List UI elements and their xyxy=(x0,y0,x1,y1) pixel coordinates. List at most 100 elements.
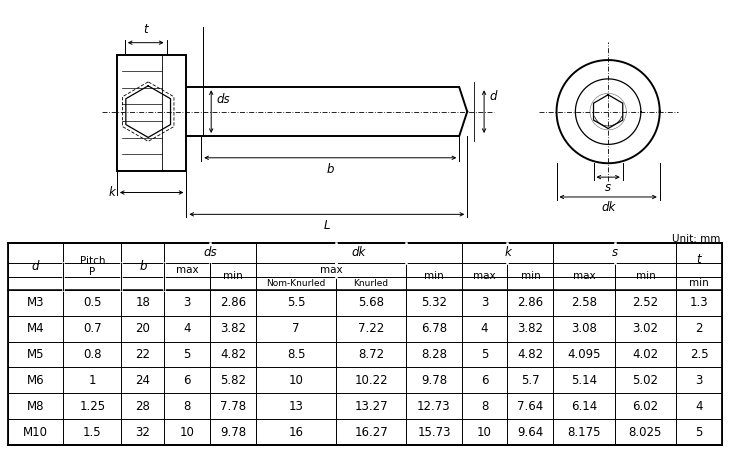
Text: 4.82: 4.82 xyxy=(518,348,544,361)
Text: Unit: mm: Unit: mm xyxy=(672,234,720,244)
Text: M6: M6 xyxy=(27,374,45,387)
Text: 2: 2 xyxy=(695,322,703,335)
Text: k: k xyxy=(108,186,116,199)
Text: 3.02: 3.02 xyxy=(632,322,658,335)
Text: 5: 5 xyxy=(695,425,703,439)
Text: 3.82: 3.82 xyxy=(220,322,246,335)
Text: 8.175: 8.175 xyxy=(567,425,601,439)
Text: 4: 4 xyxy=(184,322,191,335)
Text: ds: ds xyxy=(216,93,230,106)
Text: 5.7: 5.7 xyxy=(521,374,539,387)
Text: 1: 1 xyxy=(89,374,96,387)
Text: 1.3: 1.3 xyxy=(690,296,709,309)
Text: ds: ds xyxy=(203,246,217,259)
Text: max: max xyxy=(573,271,595,281)
Text: min: min xyxy=(635,271,655,281)
Text: 12.73: 12.73 xyxy=(417,400,451,413)
Text: 9.78: 9.78 xyxy=(220,425,246,439)
Text: 10: 10 xyxy=(477,425,492,439)
Text: 2.86: 2.86 xyxy=(518,296,544,309)
Text: M8: M8 xyxy=(27,400,45,413)
Text: L: L xyxy=(324,219,330,232)
Text: d: d xyxy=(489,90,496,103)
Text: 10.22: 10.22 xyxy=(354,374,388,387)
Text: 0.7: 0.7 xyxy=(83,322,102,335)
Text: s: s xyxy=(612,246,618,259)
Text: 4: 4 xyxy=(481,322,488,335)
Text: 6: 6 xyxy=(481,374,488,387)
Text: 15.73: 15.73 xyxy=(417,425,451,439)
Text: 18: 18 xyxy=(135,296,150,309)
Text: 1.5: 1.5 xyxy=(83,425,102,439)
Text: max: max xyxy=(473,271,496,281)
Text: 8.28: 8.28 xyxy=(421,348,447,361)
Text: 4: 4 xyxy=(695,400,703,413)
Text: 8.5: 8.5 xyxy=(287,348,305,361)
Text: 9.64: 9.64 xyxy=(518,425,544,439)
Text: Nom-Knurled: Nom-Knurled xyxy=(266,279,326,288)
Text: 0.5: 0.5 xyxy=(83,296,102,309)
Text: 5: 5 xyxy=(184,348,191,361)
Text: max: max xyxy=(320,265,343,275)
Text: 4.02: 4.02 xyxy=(632,348,659,361)
Text: min: min xyxy=(520,271,540,281)
Text: 3.08: 3.08 xyxy=(571,322,597,335)
Text: 2.58: 2.58 xyxy=(571,296,597,309)
Text: 8.025: 8.025 xyxy=(629,425,662,439)
Text: t: t xyxy=(143,23,148,36)
Text: dk: dk xyxy=(352,246,366,259)
Text: 1.25: 1.25 xyxy=(79,400,105,413)
Text: 9.78: 9.78 xyxy=(421,374,447,387)
Text: 5.5: 5.5 xyxy=(287,296,305,309)
Text: 5.82: 5.82 xyxy=(220,374,246,387)
Text: 13: 13 xyxy=(288,400,304,413)
Text: M3: M3 xyxy=(27,296,45,309)
Text: 5: 5 xyxy=(481,348,488,361)
Text: 6.78: 6.78 xyxy=(421,322,447,335)
Text: 3: 3 xyxy=(481,296,488,309)
Text: 32: 32 xyxy=(135,425,150,439)
Text: 2.86: 2.86 xyxy=(220,296,246,309)
Text: 8.72: 8.72 xyxy=(358,348,384,361)
Text: 5.14: 5.14 xyxy=(571,374,597,387)
Text: 6: 6 xyxy=(184,374,191,387)
Text: Pitch
P: Pitch P xyxy=(80,256,105,277)
Text: 3: 3 xyxy=(184,296,191,309)
Text: k: k xyxy=(504,246,511,259)
Text: 5.68: 5.68 xyxy=(358,296,384,309)
Text: 20: 20 xyxy=(135,322,150,335)
Text: 7.64: 7.64 xyxy=(518,400,544,413)
Text: 13.27: 13.27 xyxy=(354,400,388,413)
Text: M5: M5 xyxy=(27,348,45,361)
Text: d: d xyxy=(31,260,40,273)
Text: s: s xyxy=(605,181,611,194)
Text: M10: M10 xyxy=(23,425,48,439)
Text: 24: 24 xyxy=(135,374,150,387)
Text: min: min xyxy=(424,271,444,281)
Text: 8: 8 xyxy=(184,400,191,413)
Text: 7.22: 7.22 xyxy=(358,322,384,335)
Text: 22: 22 xyxy=(135,348,150,361)
Text: 28: 28 xyxy=(135,400,150,413)
Text: dk: dk xyxy=(601,201,616,214)
Text: 2.5: 2.5 xyxy=(690,348,709,361)
Text: 16: 16 xyxy=(288,425,304,439)
Text: 3: 3 xyxy=(695,374,703,387)
Text: 4.82: 4.82 xyxy=(220,348,246,361)
Text: 6.02: 6.02 xyxy=(632,400,659,413)
Text: 5.02: 5.02 xyxy=(632,374,658,387)
Text: min: min xyxy=(223,271,243,281)
Text: 5.32: 5.32 xyxy=(421,296,447,309)
Text: Knurled: Knurled xyxy=(354,279,389,288)
Text: min: min xyxy=(689,278,709,288)
Text: 7.78: 7.78 xyxy=(220,400,246,413)
Text: b: b xyxy=(326,163,334,176)
Text: 3.82: 3.82 xyxy=(518,322,543,335)
Text: t: t xyxy=(697,253,701,267)
Text: max: max xyxy=(176,265,198,275)
Text: 10: 10 xyxy=(288,374,304,387)
Text: 7: 7 xyxy=(292,322,300,335)
Text: 10: 10 xyxy=(180,425,195,439)
Text: 2.52: 2.52 xyxy=(632,296,659,309)
Text: 0.8: 0.8 xyxy=(83,348,102,361)
